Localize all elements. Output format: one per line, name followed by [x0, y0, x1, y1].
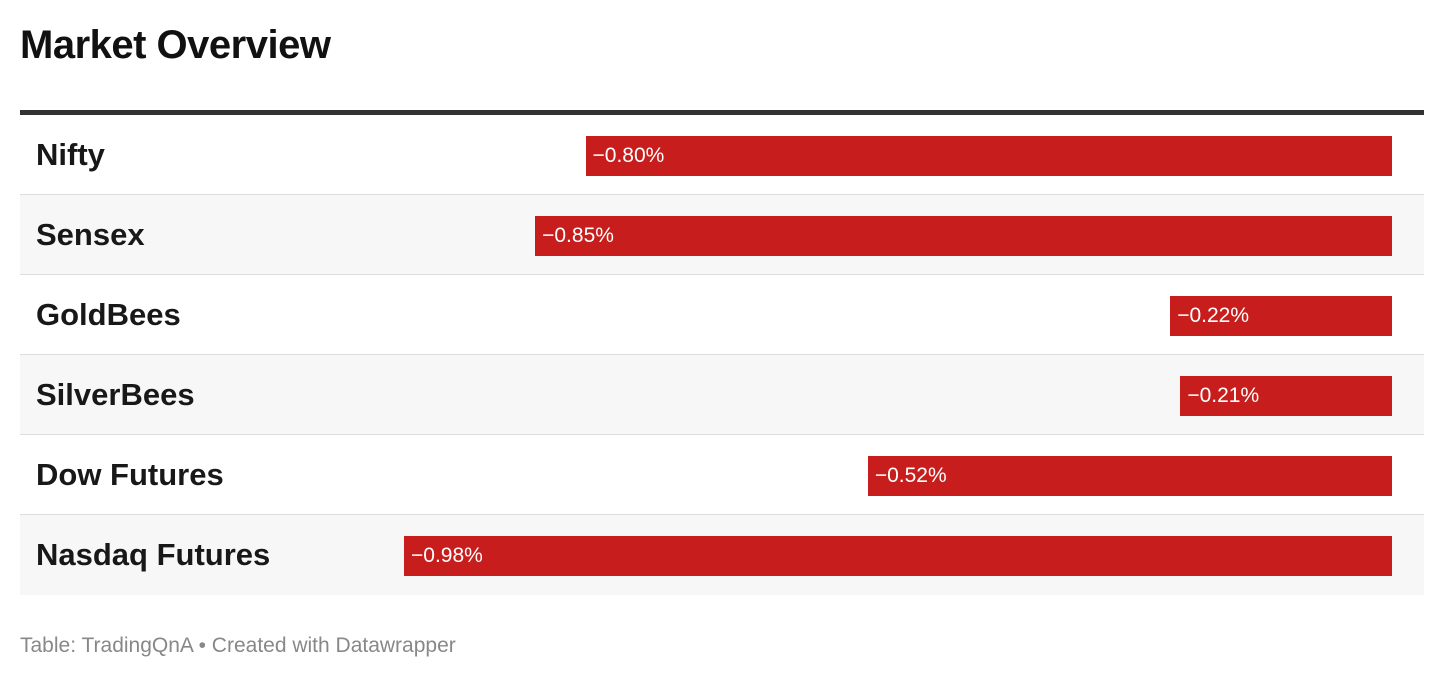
bar: −0.98% [404, 536, 1392, 576]
bar-value-label: −0.22% [1177, 304, 1250, 327]
bar: −0.22% [1170, 296, 1392, 336]
table-row: SilverBees −0.21% [20, 355, 1424, 435]
bar: −0.21% [1180, 376, 1392, 416]
table-row: Sensex −0.85% [20, 195, 1424, 275]
bar: −0.85% [535, 216, 1392, 256]
bar: −0.52% [867, 456, 1392, 496]
row-label: Sensex [36, 217, 145, 252]
bar-value-label: −0.85% [542, 224, 614, 247]
row-label: Dow Futures [36, 457, 224, 492]
bar-table: Nifty −0.80% Sensex −0.85% GoldBees −0.2… [20, 110, 1424, 595]
row-label: Nifty [36, 137, 105, 172]
table-row: GoldBees −0.22% [20, 275, 1424, 355]
chart-title: Market Overview [20, 23, 331, 67]
table-row: Nasdaq Futures −0.98% [20, 515, 1424, 595]
bar-value-label: −0.21% [1187, 384, 1260, 407]
table-row: Dow Futures −0.52% [20, 435, 1424, 515]
bar-value-label: −0.98% [411, 544, 483, 567]
source-footer: Table: TradingQnA • Created with Datawra… [20, 634, 456, 657]
bar: −0.80% [585, 136, 1392, 176]
bar-value-label: −0.52% [874, 464, 947, 487]
bar-value-label: −0.80% [592, 144, 665, 167]
row-label: GoldBees [36, 297, 181, 332]
table-row: Nifty −0.80% [20, 115, 1424, 195]
row-label: Nasdaq Futures [36, 537, 271, 572]
row-label: SilverBees [36, 377, 195, 412]
